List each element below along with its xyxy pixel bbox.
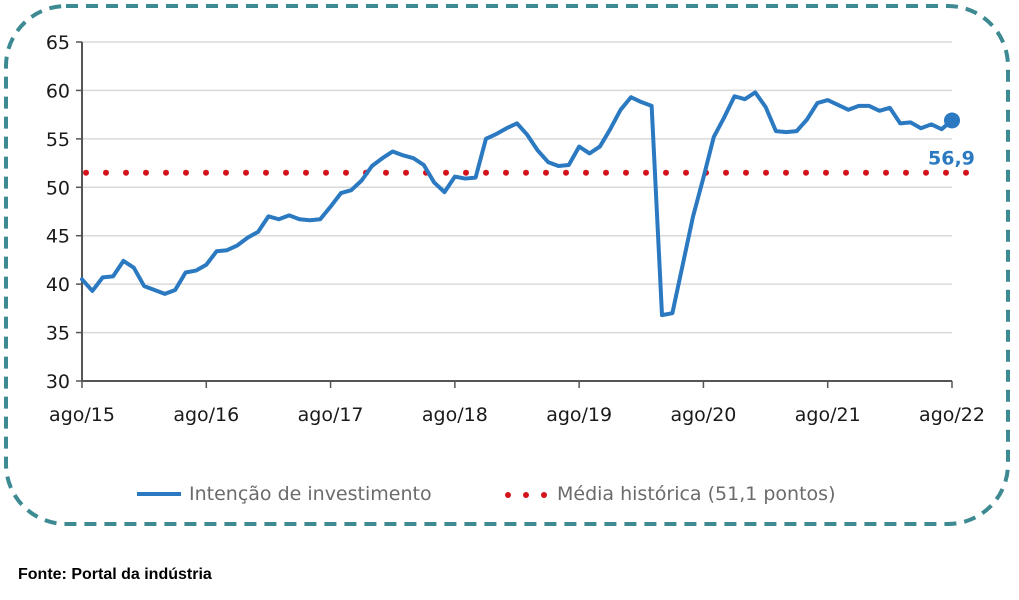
- average-dot: [503, 169, 509, 176]
- average-dot: [323, 169, 329, 176]
- y-tick-label: 55: [46, 129, 70, 151]
- average-dot: [923, 169, 929, 176]
- average-dot: [643, 169, 649, 176]
- x-tick-labels: ago/15 ago/16 ago/17 ago/18 ago/19 ago/20 ago/…: [49, 404, 985, 426]
- average-dot: [883, 169, 889, 176]
- y-tick-label: 50: [46, 177, 70, 199]
- average-dot: [463, 169, 469, 176]
- y-tick-labels: 30 35 40 45 50 55 60 65: [46, 32, 70, 393]
- x-tick-label: ago/19: [546, 404, 612, 426]
- legend-label-investment: Intenção de investimento: [189, 483, 432, 505]
- legend: Intenção de investimento Média histórica…: [137, 483, 836, 505]
- average-dot: [83, 169, 89, 176]
- average-dot: [663, 169, 669, 176]
- average-dot: [483, 169, 489, 176]
- average-dot: [903, 169, 909, 176]
- average-dot: [603, 169, 609, 176]
- investment-intention-line: [80, 90, 954, 318]
- legend-swatch-average-dot: [541, 492, 547, 498]
- chart-frame: [4, 4, 1010, 526]
- average-dot: [823, 169, 829, 176]
- average-dot: [963, 169, 969, 176]
- legend-swatch-average-dot: [523, 492, 529, 498]
- y-tick-label: 40: [46, 274, 70, 296]
- average-dot: [123, 169, 129, 176]
- average-dot: [383, 169, 389, 176]
- gridlines: [82, 41, 952, 334]
- average-dot: [763, 169, 769, 176]
- average-dot: [343, 169, 349, 176]
- x-tick-label: ago/21: [795, 404, 861, 426]
- average-dot: [743, 169, 749, 176]
- average-dot: [443, 169, 449, 176]
- y-tick-label: 45: [46, 226, 70, 248]
- y-tick-label: 30: [46, 371, 70, 393]
- y-tick-label: 65: [46, 32, 70, 54]
- average-dot: [283, 169, 289, 176]
- average-dot: [403, 169, 409, 176]
- average-dot: [203, 169, 209, 176]
- average-dot: [103, 169, 109, 176]
- average-dot: [563, 169, 569, 176]
- axes: [76, 41, 953, 388]
- annotations: 56,9: [928, 147, 975, 169]
- average-dot: [783, 169, 789, 176]
- average-dot: [263, 169, 269, 176]
- x-tick-label: ago/16: [173, 404, 239, 426]
- average-dot: [243, 169, 249, 176]
- average-dot: [863, 169, 869, 176]
- average-dot: [223, 169, 229, 176]
- x-tick-label: ago/15: [49, 404, 115, 426]
- last-data-point: [944, 112, 960, 129]
- legend-label-average: Média histórica (51,1 pontos): [557, 483, 836, 505]
- x-tick-label: ago/22: [919, 404, 985, 426]
- x-tick-label: ago/18: [422, 404, 488, 426]
- average-dot: [583, 169, 589, 176]
- average-dot: [543, 169, 549, 176]
- average-dot: [183, 169, 189, 176]
- y-tick-label: 35: [46, 323, 70, 345]
- average-dot: [163, 169, 169, 176]
- average-dot: [943, 169, 949, 176]
- x-tick-label: ago/17: [298, 404, 364, 426]
- source-caption: Fonte: Portal da indústria: [18, 566, 212, 583]
- average-dot: [683, 169, 689, 176]
- average-dot: [303, 169, 309, 176]
- x-tick-label: ago/20: [670, 404, 736, 426]
- average-dot: [803, 169, 809, 176]
- y-tick-label: 60: [46, 80, 70, 102]
- last-value-label: 56,9: [928, 147, 975, 169]
- average-dot: [723, 169, 729, 176]
- average-dot: [143, 169, 149, 176]
- average-dot: [843, 169, 849, 176]
- average-dot: [623, 169, 629, 176]
- historical-average-series: [83, 169, 969, 176]
- legend-swatch-average-dot: [505, 492, 511, 498]
- investment-intention-series: [80, 90, 960, 318]
- average-dot: [523, 169, 529, 176]
